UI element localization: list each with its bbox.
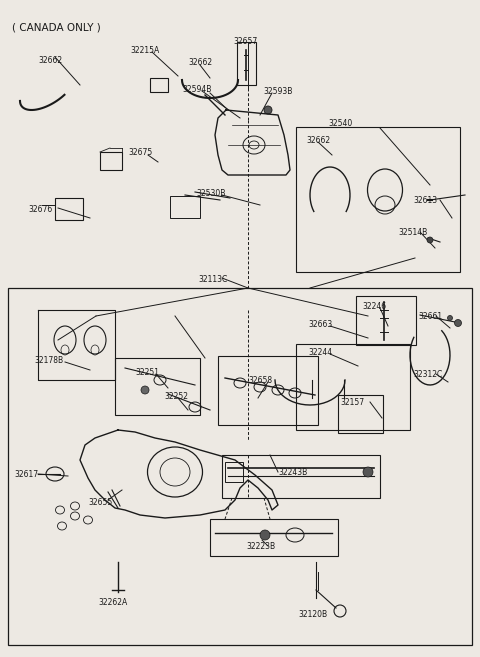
Text: 32244: 32244 — [308, 348, 332, 357]
Text: 32661: 32661 — [418, 312, 442, 321]
Text: 32662: 32662 — [188, 58, 212, 67]
Text: 32594B: 32594B — [182, 85, 211, 94]
Bar — [8, 288, 472, 645]
Text: 32540: 32540 — [328, 119, 352, 128]
Text: 32252: 32252 — [164, 392, 188, 401]
Text: 32157: 32157 — [340, 398, 364, 407]
Bar — [115, 358, 200, 415]
Text: ( CANADA ONLY ): ( CANADA ONLY ) — [12, 22, 101, 32]
Text: 32613: 32613 — [413, 196, 437, 205]
Text: 32514B: 32514B — [398, 228, 427, 237]
Bar — [225, 462, 243, 482]
Text: 32675: 32675 — [128, 148, 152, 157]
Text: 32178B: 32178B — [34, 356, 63, 365]
Text: 32658: 32658 — [248, 376, 272, 385]
Text: 32617: 32617 — [14, 470, 38, 479]
Text: 32246: 32246 — [362, 302, 386, 311]
Text: 32113C: 32113C — [198, 275, 227, 284]
Ellipse shape — [264, 106, 272, 114]
Ellipse shape — [427, 237, 433, 243]
Text: 32655: 32655 — [88, 498, 112, 507]
Bar — [150, 78, 168, 92]
Text: 32251: 32251 — [135, 368, 159, 377]
Text: 32676: 32676 — [28, 205, 52, 214]
Text: 32262A: 32262A — [98, 598, 127, 607]
Bar — [218, 356, 318, 425]
Bar — [296, 344, 410, 430]
Text: 32662: 32662 — [306, 136, 330, 145]
Bar — [55, 198, 83, 220]
Ellipse shape — [447, 315, 453, 321]
Text: 32120B: 32120B — [298, 610, 327, 619]
Bar — [338, 395, 383, 433]
Bar — [237, 42, 256, 85]
Ellipse shape — [141, 386, 149, 394]
Bar — [296, 127, 460, 272]
Text: 32593B: 32593B — [263, 87, 292, 96]
Ellipse shape — [455, 319, 461, 327]
Ellipse shape — [260, 530, 270, 540]
Bar — [100, 152, 122, 170]
Text: 32223B: 32223B — [246, 542, 275, 551]
Text: 32663: 32663 — [308, 320, 332, 329]
Bar — [356, 296, 416, 345]
Ellipse shape — [363, 467, 373, 477]
Text: 32662: 32662 — [38, 56, 62, 65]
Text: 32243B: 32243B — [278, 468, 307, 477]
Text: 32657: 32657 — [233, 37, 257, 46]
Bar — [210, 519, 338, 556]
Text: 32215A: 32215A — [130, 46, 159, 55]
Bar — [170, 196, 200, 218]
Bar — [222, 455, 380, 498]
Text: 32312C: 32312C — [413, 370, 442, 379]
Text: 32530B: 32530B — [196, 189, 226, 198]
